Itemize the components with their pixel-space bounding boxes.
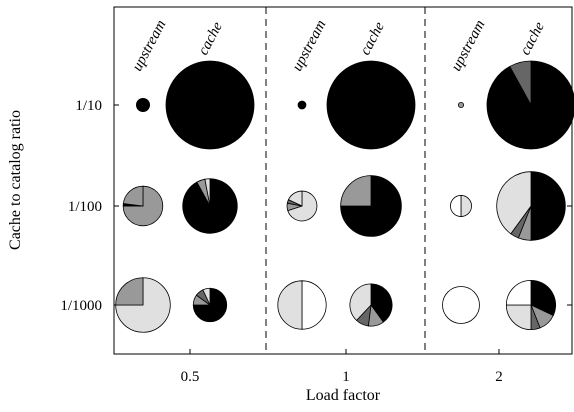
- pie-slice: [370, 283, 393, 323]
- pie-slice: [122, 185, 144, 207]
- pie-slice: [349, 283, 372, 321]
- pie-upstream: [457, 101, 465, 109]
- pie-slice: [530, 279, 556, 317]
- pie-slice: [202, 287, 211, 306]
- column-label: upstream: [129, 17, 169, 73]
- pie-cache: [496, 171, 566, 241]
- pie-slice: [486, 60, 574, 150]
- pie-slice: [496, 171, 532, 235]
- pie-slice: [340, 175, 402, 237]
- pie-upstream: [277, 280, 327, 330]
- column-label: cache: [517, 19, 548, 58]
- column-label: upstream: [289, 17, 329, 73]
- pie-slice: [340, 175, 372, 207]
- column-separators: [265, 7, 426, 354]
- pie-upstream: [442, 286, 480, 324]
- pie-upstream: [135, 98, 150, 113]
- x-tick-labels: 0.5 1 2: [181, 369, 503, 385]
- x-tick-label: 1: [342, 369, 350, 385]
- pie-slice: [460, 195, 472, 217]
- column-label: cache: [357, 19, 388, 58]
- pie-upstream: [450, 195, 472, 217]
- pie-cache: [182, 178, 238, 234]
- y-tick-label: 1/100: [68, 199, 102, 215]
- pie-cache: [326, 60, 416, 150]
- pie-slice: [509, 60, 532, 106]
- x-tick-label: 0.5: [181, 369, 200, 385]
- pie-cache: [340, 175, 402, 237]
- pie-slice: [277, 280, 303, 330]
- pie-slice: [135, 98, 150, 113]
- y-tick-labels: 1/10 1/100 1/1000: [60, 98, 102, 314]
- pie-cache: [486, 60, 574, 150]
- y-tick-label: 1/1000: [60, 298, 102, 314]
- axis-ticks: [114, 104, 572, 354]
- pie-slice: [326, 60, 416, 150]
- pie-cache: [192, 287, 228, 323]
- pie-slice: [115, 277, 144, 306]
- pie-slice: [287, 190, 303, 207]
- plot-frame: [113, 6, 573, 355]
- pie-cache: [505, 279, 556, 331]
- x-tick-label: 2: [495, 369, 503, 385]
- pie-slice: [301, 280, 327, 330]
- pie-slice: [165, 60, 255, 150]
- pie-slice: [457, 101, 465, 109]
- x-axis-label: Load factor: [306, 387, 381, 404]
- pies-layer: [115, 60, 574, 333]
- y-tick-label: 1/10: [75, 98, 102, 114]
- pie-slice: [450, 195, 462, 217]
- column-label: upstream: [448, 17, 488, 73]
- pie-slice: [204, 178, 211, 207]
- pie-upstream: [115, 277, 171, 333]
- pie-upstream: [122, 185, 164, 227]
- pie-cache: [165, 60, 255, 150]
- pie-upstream: [286, 190, 318, 222]
- pie-slice: [505, 279, 532, 306]
- pie-slice: [505, 304, 532, 331]
- column-label: cache: [195, 19, 226, 58]
- y-axis-label: Cache to catalog ratio: [7, 110, 24, 250]
- pie-slice: [297, 100, 307, 110]
- pie-upstream: [297, 100, 307, 110]
- pie-slice: [442, 286, 480, 324]
- pie-slice: [530, 171, 566, 241]
- pie-slice: [122, 185, 164, 227]
- pie-cache: [349, 283, 393, 327]
